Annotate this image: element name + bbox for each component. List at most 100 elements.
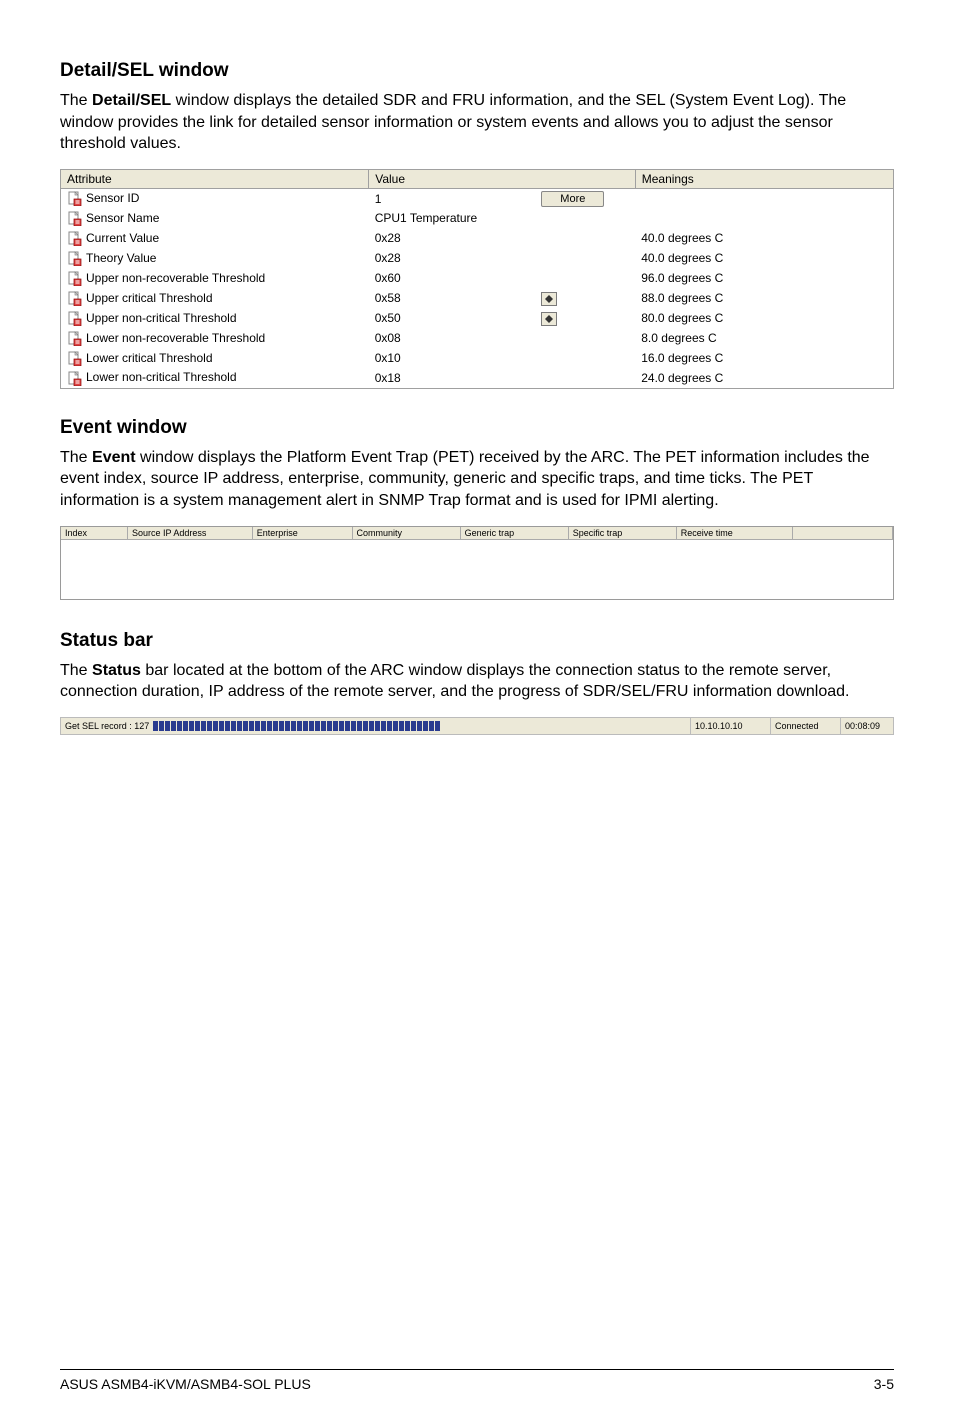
status-ip: 10.10.10.10 [691,718,771,734]
status-label: Get SEL record : 127 [65,721,149,731]
extra-cell [535,308,635,328]
status-duration: 00:08:09 [841,718,893,734]
event-header-row: IndexSource IP AddressEnterpriseCommunit… [61,527,893,540]
status-bar: Get SEL record : 127 10.10.10.10 Connect… [60,717,894,735]
file-icon [67,311,82,326]
table-row[interactable]: Lower non-critical Threshold0x18 24.0 deg… [61,368,894,388]
table-row[interactable]: Theory Value0x28 40.0 degrees C [61,248,894,268]
meaning-cell [635,188,893,208]
file-icon [67,191,82,206]
value-cell: 0x60 [369,268,536,288]
event-col-header[interactable]: Receive time [676,527,792,540]
file-icon [67,251,82,266]
attr-cell: Lower non-critical Threshold [61,368,369,388]
value-cell: 0x28 [369,248,536,268]
progress-bar [153,721,440,731]
extra-cell [535,268,635,288]
extra-cell [535,348,635,368]
meaning-cell: 8.0 degrees C [635,328,893,348]
bold-term: Detail/SEL [92,92,171,109]
table-row[interactable]: Lower critical Threshold0x1016.0 degrees… [61,348,894,368]
extra-cell [535,368,635,388]
attr-cell: Sensor Name [61,208,369,228]
detail-sel-table: Attribute Value Meanings Sensor ID1More … [60,169,894,389]
text: The [60,449,92,466]
table-header-row: Attribute Value Meanings [61,169,894,188]
attr-cell: Lower critical Threshold [61,348,369,368]
col-value[interactable]: Value [369,169,636,188]
attr-cell: Sensor ID [61,188,369,208]
file-icon [67,231,82,246]
detailsel-heading: Detail/SEL window [60,60,894,82]
attr-cell: Current Value [61,228,369,248]
extra-cell [535,328,635,348]
attr-cell: Upper non-recoverable Threshold [61,268,369,288]
extra-cell [535,248,635,268]
col-meanings[interactable]: Meanings [635,169,893,188]
event-col-header[interactable]: Generic trap [460,527,568,540]
status-state: Connected [771,718,841,734]
event-col-header[interactable]: Source IP Address [128,527,253,540]
attr-cell: Upper critical Threshold [61,288,369,308]
bold-term: Status [92,662,141,679]
status-heading: Status bar [60,630,894,652]
footer-right: 3-5 [874,1376,894,1392]
value-cell: 0x28 [369,228,536,248]
value-cell: CPU1 Temperature [369,208,536,228]
table-row[interactable]: Sensor NameCPU1 Temperature [61,208,894,228]
footer-left: ASUS ASMB4-iKVM/ASMB4-SOL PLUS [60,1376,311,1392]
extra-cell [535,228,635,248]
spinner-control[interactable] [541,292,557,306]
event-col-header[interactable]: Specific trap [568,527,676,540]
event-col-header[interactable] [793,527,893,540]
status-paragraph: The Status bar located at the bottom of … [60,660,894,703]
text: window displays the Platform Event Trap … [60,449,870,509]
text: The [60,92,92,109]
text: bar located at the bottom of the ARC win… [60,662,849,701]
table-row[interactable]: Sensor ID1 More [61,188,894,208]
event-heading: Event window [60,417,894,439]
table-row[interactable]: Upper non-recoverable Threshold0x60 96.0 … [61,268,894,288]
attr-cell: Upper non-critical Threshold [61,308,369,328]
extra-cell [535,288,635,308]
value-cell: 0x18 [369,368,536,388]
attr-cell: Theory Value [61,248,369,268]
table-row[interactable]: Upper non-critical Threshold0x50 80.0 deg… [61,308,894,328]
meaning-cell: 96.0 degrees C [635,268,893,288]
file-icon [67,271,82,286]
event-col-header[interactable]: Community [352,527,460,540]
table-row[interactable]: Upper critical Threshold0x58 88.0 degrees… [61,288,894,308]
event-col-header[interactable]: Index [61,527,128,540]
value-cell: 0x58 [369,288,536,308]
meaning-cell: 16.0 degrees C [635,348,893,368]
meaning-cell: 88.0 degrees C [635,288,893,308]
text: window displays the detailed SDR and FRU… [60,92,846,152]
spinner-control[interactable] [541,312,557,326]
col-attribute[interactable]: Attribute [61,169,369,188]
file-icon [67,351,82,366]
event-col-header[interactable]: Enterprise [252,527,352,540]
more-button[interactable]: More [541,191,604,207]
file-icon [67,291,82,306]
event-window: IndexSource IP AddressEnterpriseCommunit… [60,526,894,600]
extra-cell [535,208,635,228]
meaning-cell: 80.0 degrees C [635,308,893,328]
value-cell: 1 [369,188,536,208]
detailsel-paragraph: The Detail/SEL window displays the detai… [60,90,894,155]
bold-term: Event [92,449,136,466]
value-cell: 0x08 [369,328,536,348]
status-progress-cell: Get SEL record : 127 [61,718,691,734]
value-cell: 0x50 [369,308,536,328]
table-row[interactable]: Lower non-recoverable Threshold0x08 8.0 d… [61,328,894,348]
meaning-cell: 24.0 degrees C [635,368,893,388]
attr-cell: Lower non-recoverable Threshold [61,328,369,348]
meaning-cell [635,208,893,228]
file-icon [67,331,82,346]
table-row[interactable]: Current Value0x28 40.0 degrees C [61,228,894,248]
text: The [60,662,92,679]
file-icon [67,371,82,386]
extra-cell: More [535,188,635,208]
meaning-cell: 40.0 degrees C [635,248,893,268]
file-icon [67,211,82,226]
meaning-cell: 40.0 degrees C [635,228,893,248]
